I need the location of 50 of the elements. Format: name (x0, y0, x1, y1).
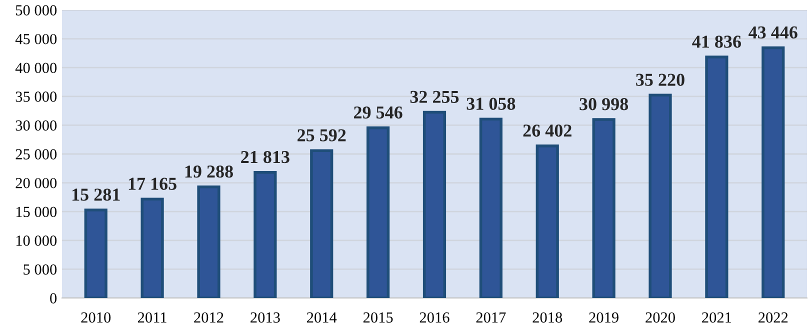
bar (197, 186, 220, 298)
data-label: 17 165 (128, 178, 176, 190)
bar (254, 170, 277, 298)
y-tick-label: 50 000 (16, 5, 57, 16)
y-tick-label: 25 000 (16, 149, 57, 160)
data-label: 35 220 (636, 74, 684, 86)
bar (140, 198, 164, 298)
x-tick-label: 2017 (476, 312, 506, 323)
x-tick-label: 2015 (363, 312, 393, 323)
bar (705, 56, 728, 298)
x-tick-label: 2014 (307, 312, 337, 323)
data-label: 19 288 (185, 165, 233, 178)
x-tick-label: 2021 (702, 312, 732, 323)
data-label: 15 281 (72, 188, 120, 201)
bar (592, 118, 616, 298)
bar (422, 110, 446, 298)
y-tick-label: 20 000 (16, 178, 57, 188)
x-tick-label: 2012 (194, 312, 224, 323)
bar (536, 144, 559, 298)
bar (366, 126, 390, 298)
bar (310, 149, 334, 298)
data-label: 32 255 (410, 90, 459, 103)
data-label: 30 998 (580, 98, 628, 110)
data-label: 29 546 (354, 106, 402, 119)
y-tick-label: 0 (50, 293, 57, 304)
data-label: 21 813 (241, 150, 290, 164)
y-tick-label: 5 000 (24, 264, 57, 275)
x-tick-label: 2011 (138, 312, 166, 323)
x-tick-label: 2010 (81, 312, 111, 323)
bar (762, 46, 785, 298)
bar (648, 94, 672, 298)
y-tick-label: 35 000 (16, 92, 57, 102)
data-label: 25 592 (298, 129, 346, 142)
y-tick-label: 45 000 (15, 34, 57, 44)
bar (84, 208, 108, 298)
x-tick-label: 2019 (589, 312, 618, 323)
x-tick-label: 2022 (758, 312, 788, 323)
data-label: 26 402 (523, 124, 572, 137)
x-tick-label: 2013 (250, 312, 280, 323)
data-label: 43 446 (748, 26, 798, 39)
bar (479, 118, 502, 298)
data-label: 41 836 (692, 36, 741, 48)
y-tick-label: 40 000 (15, 62, 57, 74)
x-tick-label: 2016 (420, 312, 450, 323)
data-label: 31 058 (466, 98, 516, 110)
y-tick-label: 10 000 (16, 236, 57, 246)
y-tick-label: 15 000 (16, 206, 57, 218)
x-tick-label: 2020 (646, 312, 675, 323)
x-tick-label: 2018 (532, 312, 562, 323)
y-tick-label: 30 000 (16, 120, 57, 131)
